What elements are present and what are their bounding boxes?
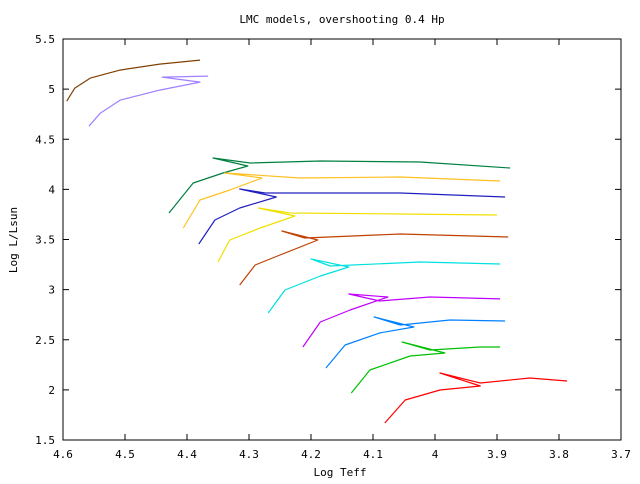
series-line-track-10 bbox=[325, 316, 506, 369]
series-line-track-3 bbox=[168, 157, 511, 214]
x-tick-label: 4.5 bbox=[115, 448, 135, 461]
series-line-track-8 bbox=[267, 258, 501, 314]
series-line-track-9 bbox=[302, 293, 501, 348]
y-tick-label: 3.5 bbox=[35, 234, 55, 247]
series-line-track-6 bbox=[217, 207, 498, 263]
series-line-track-2 bbox=[88, 75, 209, 127]
series-line-track-5 bbox=[198, 188, 506, 245]
y-tick-label: 5 bbox=[48, 83, 55, 96]
series-line-track-4 bbox=[182, 172, 501, 229]
y-tick-label: 3 bbox=[48, 284, 55, 297]
y-tick-label: 2.5 bbox=[35, 334, 55, 347]
x-tick-label: 3.7 bbox=[611, 448, 631, 461]
y-axis-label: Log L/Lsun bbox=[7, 207, 20, 273]
y-tick-label: 1.5 bbox=[35, 434, 55, 447]
series-line-track-7 bbox=[239, 230, 509, 286]
plot-frame bbox=[62, 38, 622, 441]
y-tick-label: 5.5 bbox=[35, 33, 55, 46]
x-tick-label: 4.4 bbox=[177, 448, 197, 461]
x-tick-label: 4.3 bbox=[239, 448, 259, 461]
x-tick-label: 3.8 bbox=[549, 448, 569, 461]
series-group bbox=[66, 59, 568, 424]
x-tick-label: 3.9 bbox=[487, 448, 507, 461]
axis-ticks: 4.6 4.5 4.4 4.3 4.2 4.1 4 3.9 3.8 3.7 1.5 2 2.5 3 3.5 4… bbox=[35, 33, 631, 461]
y-tick-label: 2 bbox=[48, 384, 55, 397]
series-line-track-11 bbox=[350, 341, 501, 394]
series-line-track-12 bbox=[384, 372, 568, 424]
y-tick-label: 4 bbox=[48, 183, 55, 196]
series-line-track-1 bbox=[66, 59, 201, 102]
x-axis-label: Log Teff bbox=[314, 466, 367, 479]
x-tick-label: 4 bbox=[432, 448, 439, 461]
chart-title: LMC models, overshooting 0.4 Hp bbox=[239, 13, 444, 26]
x-tick-label: 4.2 bbox=[301, 448, 321, 461]
y-tick-label: 4.5 bbox=[35, 133, 55, 146]
x-tick-label: 4.1 bbox=[363, 448, 383, 461]
x-tick-label: 4.6 bbox=[53, 448, 73, 461]
